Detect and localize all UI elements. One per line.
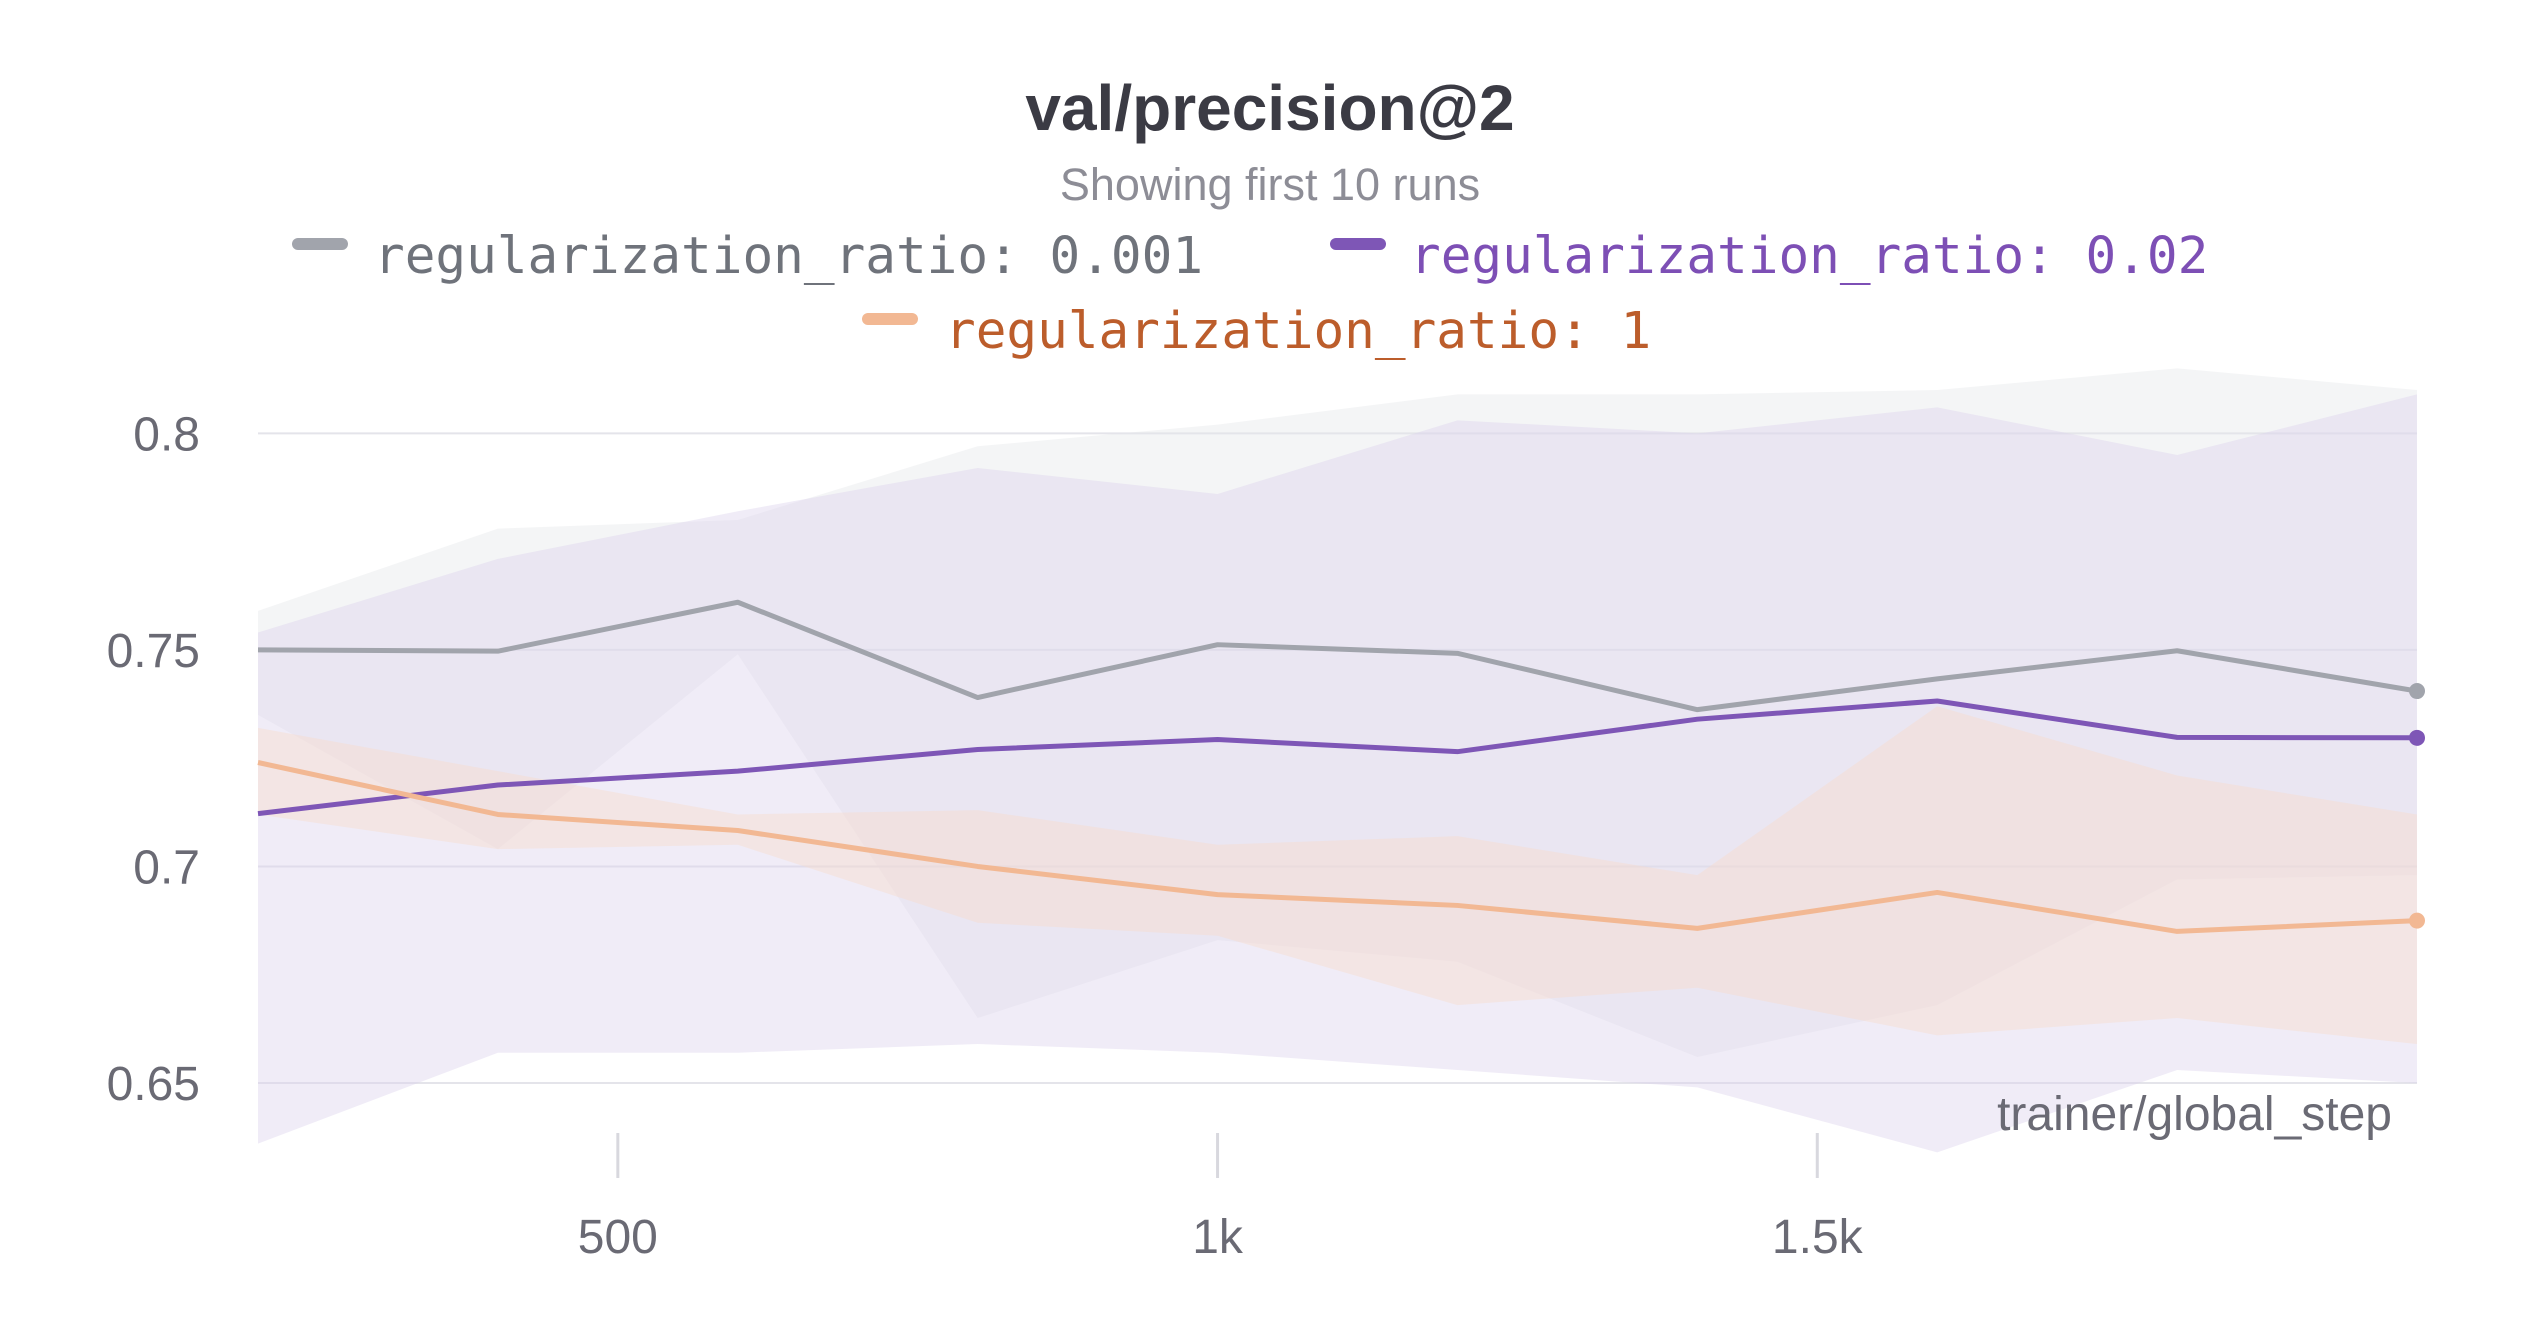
series-lines	[257, 599, 2418, 934]
chart-title: val/precision@2	[1025, 72, 1514, 144]
legend-swatch-1	[1330, 238, 1386, 250]
legend-label-1: regularization_ratio: 0.02	[1410, 227, 2208, 286]
series-endpoint	[2409, 683, 2425, 700]
confidence-bands	[258, 368, 2417, 1153]
series-endpoint	[2409, 912, 2425, 929]
series-endpoint	[2409, 729, 2425, 746]
series-band	[258, 706, 2417, 1045]
x-axis-ticks: 500 1k 1.5k	[578, 1133, 1864, 1264]
series-endpoints	[2409, 683, 2425, 929]
series-line	[257, 599, 2418, 713]
y-axis-ticks: 0.65 0.7 0.75 0.8	[107, 408, 200, 1111]
y-tick-label: 0.65	[107, 1058, 200, 1111]
x-tick-label: 1k	[1192, 1211, 1244, 1264]
y-tick-label: 0.75	[107, 625, 200, 678]
y-tick-label: 0.7	[133, 841, 200, 894]
series-line	[257, 760, 2418, 934]
legend-label-2: regularization_ratio: 1	[945, 302, 1651, 361]
legend: regularization_ratio: 0.001 regularizati…	[292, 227, 2208, 361]
x-tick-label: 500	[578, 1211, 658, 1264]
chart-subtitle: Showing first 10 runs	[1060, 159, 1480, 210]
y-tick-label: 0.8	[133, 408, 200, 461]
x-axis-label: trainer/global_step	[1997, 1088, 2392, 1141]
series-band	[258, 368, 2417, 1058]
x-tick-label: 1.5k	[1772, 1211, 1864, 1264]
legend-swatch-2	[862, 313, 918, 325]
legend-swatch-0	[292, 238, 348, 250]
series-line	[257, 698, 2418, 817]
legend-label-0: regularization_ratio: 0.001	[374, 227, 1203, 286]
series-band	[258, 394, 2417, 1153]
